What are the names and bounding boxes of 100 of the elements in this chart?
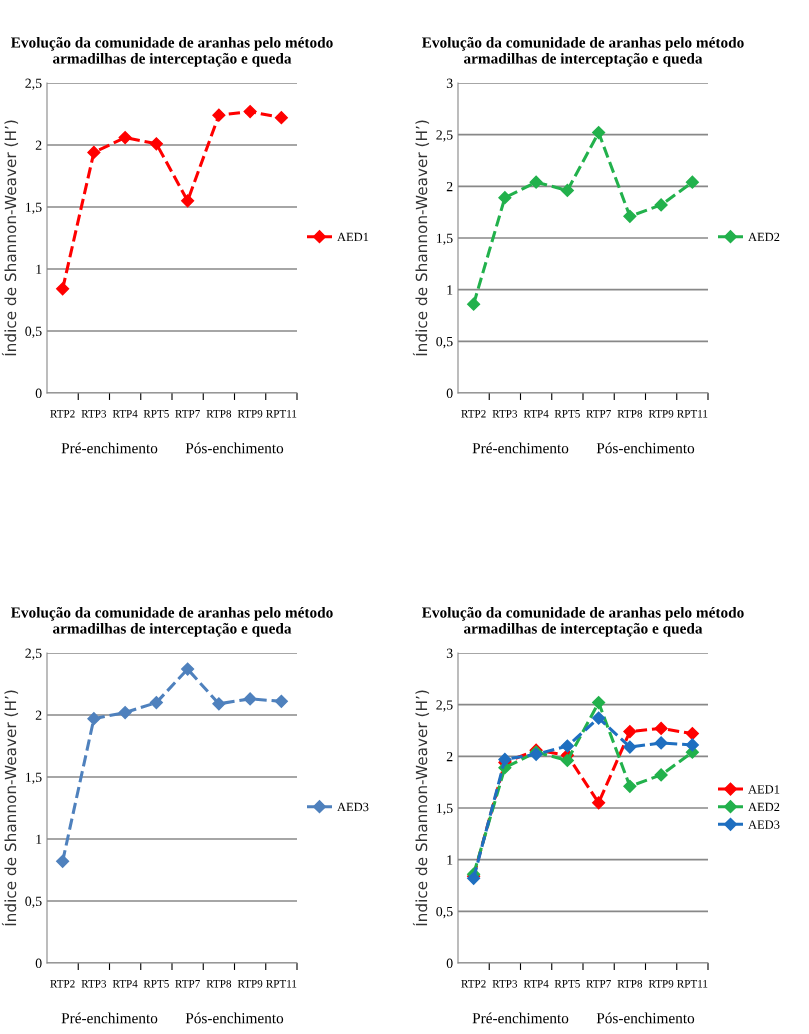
x-tick-label: RTP3 bbox=[81, 410, 107, 418]
y-tick-label: 2,5 bbox=[25, 648, 42, 660]
y-tick-label: 2 bbox=[35, 710, 42, 720]
x-tick-label: RTP7 bbox=[586, 410, 611, 418]
legend-label: AED3 bbox=[748, 820, 780, 829]
y-tick-label: 0,5 bbox=[25, 896, 42, 908]
x-tick-label: RTP8 bbox=[206, 409, 232, 418]
y-axis-title: Índice de Shannon-Weaver (H’) bbox=[412, 120, 430, 356]
y-tick-label: 1,5 bbox=[437, 803, 453, 815]
y-tick-label: 1 bbox=[447, 285, 453, 295]
point bbox=[623, 740, 637, 754]
y-tick-label: 1 bbox=[447, 855, 453, 865]
y-tick-label: 1,5 bbox=[437, 233, 453, 245]
x-tick-label: RTP8 bbox=[206, 979, 232, 988]
y-tick-label: 0 bbox=[446, 388, 453, 398]
x-tick-label: RTP2 bbox=[461, 980, 486, 988]
x-tick-label: RPT11 bbox=[677, 410, 708, 418]
point bbox=[149, 137, 163, 151]
y-tick-label: 2,5 bbox=[25, 78, 42, 90]
y-tick-label: 0,5 bbox=[436, 336, 453, 349]
point bbox=[592, 711, 606, 725]
x-tick-label: RTP8 bbox=[617, 409, 643, 418]
x-tick-label: RPT5 bbox=[143, 410, 169, 418]
point bbox=[274, 694, 288, 708]
y-tick-label: 2,5 bbox=[436, 700, 453, 712]
legend-label: AED2 bbox=[748, 802, 780, 812]
y-tick-label: 1,5 bbox=[26, 772, 42, 784]
point bbox=[181, 194, 195, 208]
legend-label: AED3 bbox=[337, 802, 369, 812]
point bbox=[118, 130, 132, 145]
y-tick-label: 1 bbox=[36, 264, 42, 274]
y-tick-label: 3 bbox=[446, 648, 453, 658]
y-tick-label: 0 bbox=[35, 958, 42, 968]
point bbox=[274, 111, 288, 125]
point bbox=[243, 692, 257, 706]
x-tick-label: RPT11 bbox=[266, 980, 297, 988]
x-tick-label: RTP9 bbox=[237, 410, 263, 418]
legend-label: AED1 bbox=[748, 785, 780, 794]
text: Pós-enchimento bbox=[596, 442, 695, 454]
point bbox=[118, 705, 132, 720]
point bbox=[529, 175, 543, 189]
x-tick-label: RPT5 bbox=[554, 980, 580, 988]
y-tick-label: 0 bbox=[35, 388, 42, 398]
x-tick-label: RTP9 bbox=[237, 980, 263, 988]
text: Pós-enchimento bbox=[185, 442, 284, 454]
x-tick-label: RTP7 bbox=[586, 980, 611, 988]
text: Pré-enchimento bbox=[61, 442, 158, 454]
x-tick-label: RTP2 bbox=[50, 980, 75, 988]
x-tick-label: RTP3 bbox=[492, 980, 518, 988]
x-tick-label: RPT11 bbox=[266, 410, 297, 418]
point bbox=[685, 175, 699, 189]
point bbox=[56, 282, 70, 296]
point bbox=[685, 727, 699, 741]
x-tick-label: RPT11 bbox=[677, 980, 708, 988]
point bbox=[87, 145, 101, 160]
point bbox=[212, 108, 226, 122]
point bbox=[560, 739, 574, 753]
point bbox=[685, 738, 699, 752]
chart-title: Evolução da comunidade de aranhas pelo método armadilhas de interceptação e queda bbox=[421, 606, 744, 637]
chart-title: Evolução da comunidade de aranhas pelo método armadilhas de interceptação e queda bbox=[10, 36, 333, 67]
x-tick-label: RTP4 bbox=[523, 980, 549, 988]
x-tick-label: RTP4 bbox=[523, 410, 549, 418]
x-tick-label: RTP9 bbox=[648, 980, 674, 988]
x-tick-label: RTP4 bbox=[112, 410, 138, 418]
y-axis-title: Índice de Shannon-Weaver (H’) bbox=[412, 690, 430, 926]
y-tick-label: 0,5 bbox=[25, 326, 42, 338]
text: Pré-enchimento bbox=[472, 1012, 569, 1024]
point bbox=[654, 721, 668, 736]
text: Pós-enchimento bbox=[185, 1012, 284, 1024]
y-tick-label: 3 bbox=[446, 78, 453, 88]
legend-label: AED2 bbox=[748, 232, 780, 242]
y-axis-title: Índice de Shannon-Weaver (H’) bbox=[1, 690, 19, 926]
point bbox=[87, 712, 101, 726]
point bbox=[623, 724, 637, 739]
legend-label: AED1 bbox=[337, 232, 369, 242]
y-tick-label: 2 bbox=[446, 181, 453, 192]
text: Pré-enchimento bbox=[472, 442, 569, 454]
y-axis-title: Índice de Shannon-Weaver (H’) bbox=[1, 120, 19, 356]
text: Pós-enchimento bbox=[596, 1012, 695, 1024]
point bbox=[654, 736, 668, 750]
x-tick-label: RTP2 bbox=[50, 410, 75, 418]
x-tick-label: RTP9 bbox=[648, 410, 674, 418]
x-tick-label: RPT5 bbox=[143, 980, 169, 988]
y-tick-label: 2,5 bbox=[436, 130, 453, 142]
x-tick-label: RTP3 bbox=[492, 410, 518, 418]
x-tick-label: RTP8 bbox=[617, 979, 643, 988]
x-tick-label: RTP4 bbox=[112, 980, 138, 988]
x-tick-label: RPT5 bbox=[554, 410, 580, 418]
chart-title: Evolução da comunidade de aranhas pelo método armadilhas de interceptação e queda bbox=[421, 36, 744, 67]
point bbox=[56, 854, 70, 868]
point bbox=[149, 696, 163, 710]
point bbox=[592, 696, 606, 710]
x-tick-label: RTP7 bbox=[175, 410, 200, 418]
point bbox=[467, 297, 481, 311]
y-tick-label: 1 bbox=[36, 834, 42, 844]
point bbox=[592, 126, 606, 140]
point bbox=[212, 697, 226, 711]
point bbox=[654, 198, 668, 212]
point bbox=[623, 209, 637, 223]
y-tick-label: 1,5 bbox=[26, 202, 42, 214]
